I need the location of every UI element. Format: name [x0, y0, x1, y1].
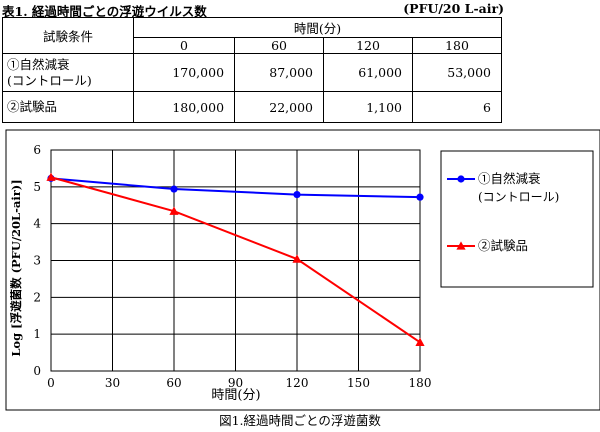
- table-cell: 61,000: [323, 53, 413, 92]
- data-point: [457, 175, 465, 183]
- legend-label: ①自然減衰: [478, 171, 541, 186]
- y-tick-label: 5: [33, 180, 41, 194]
- header-time-180: 180: [412, 37, 502, 54]
- x-tick-label: 120: [286, 376, 309, 390]
- series-layer: [46, 172, 425, 346]
- chart-area: 0 30 60 90 120 150 180 0 1 2 3 4 5 6 時間(分) Log [浮遊菌数 …: [0, 128, 600, 428]
- data-point: [415, 337, 425, 346]
- header-time-120: 120: [323, 37, 413, 54]
- header-condition: 試験条件: [2, 17, 134, 54]
- header-time-60: 60: [234, 37, 325, 54]
- header-time-0: 0: [132, 37, 236, 54]
- y-tick-label: 6: [33, 143, 41, 157]
- x-tick-label: 0: [47, 376, 55, 390]
- table-cell: 180,000: [132, 91, 236, 123]
- table-row: ②試験品 180,000 22,000 1,100 6: [2, 91, 502, 123]
- row-label: ②試験品: [2, 91, 134, 123]
- row-label: ①自然減衰 (コントロール): [2, 53, 134, 92]
- data-point: [292, 254, 302, 263]
- virus-count-table: 試験条件 時間(分) 0 60 120 180 ①自然減衰 (コントロール) 1…: [2, 17, 502, 123]
- legend: ①自然減衰 (コントロール) ②試験品: [447, 171, 559, 253]
- table-cell: 87,000: [234, 53, 325, 92]
- y-tick-label: 3: [33, 254, 41, 268]
- x-tick-label: 30: [105, 376, 120, 390]
- header-time: 時間(分): [133, 17, 502, 38]
- y-axis-label: Log [浮遊菌数 (PFU/20L-air)]: [9, 179, 23, 356]
- table-cell: 53,000: [412, 53, 502, 92]
- legend-label-line2: (コントロール): [478, 190, 559, 204]
- x-tick-label: 180: [409, 376, 432, 390]
- legend-label: ②試験品: [478, 238, 528, 253]
- data-point: [46, 172, 56, 181]
- series-line: [50, 177, 421, 199]
- table-cell: 22,000: [234, 91, 325, 123]
- table-caption: 表1. 経過時間ごとの浮遊ウイルス数: [2, 4, 207, 19]
- data-point: [456, 241, 466, 250]
- data-point: [293, 190, 301, 199]
- tick-labels: 0 30 60 90 120 150 180 0 1 2 3 4 5 6: [33, 143, 431, 390]
- table-unit: (PFU/20 L-air): [403, 1, 504, 16]
- legend-box: [440, 150, 594, 288]
- row-label-line1: ①自然減衰: [7, 56, 70, 72]
- x-axis-label: 時間(分): [211, 388, 260, 403]
- x-tick-label: 60: [166, 376, 181, 390]
- y-tick-label: 2: [33, 290, 41, 304]
- table-cell: 6: [412, 91, 502, 123]
- row-label-line2: (コントロール): [7, 72, 92, 88]
- table-cell: 1,100: [323, 91, 413, 123]
- data-point: [416, 193, 424, 201]
- y-tick-label: 1: [33, 327, 41, 341]
- data-point: [169, 206, 179, 215]
- x-tick-label: 150: [347, 376, 370, 390]
- table-row: ①自然減衰 (コントロール) 170,000 87,000 61,000 53,…: [2, 53, 502, 92]
- y-tick-label: 4: [33, 217, 41, 231]
- line-chart: 0 30 60 90 120 150 180 0 1 2 3 4 5 6 時間(分) Log [浮遊菌数 …: [5, 129, 600, 411]
- series-line: [50, 176, 421, 344]
- figure-caption: 図1.経過時間ごとの浮遊菌数: [219, 413, 381, 428]
- table-cell: 170,000: [132, 53, 236, 92]
- x-tick-label: 90: [228, 376, 243, 390]
- y-tick-label: 0: [33, 364, 41, 378]
- data-point: [170, 185, 178, 193]
